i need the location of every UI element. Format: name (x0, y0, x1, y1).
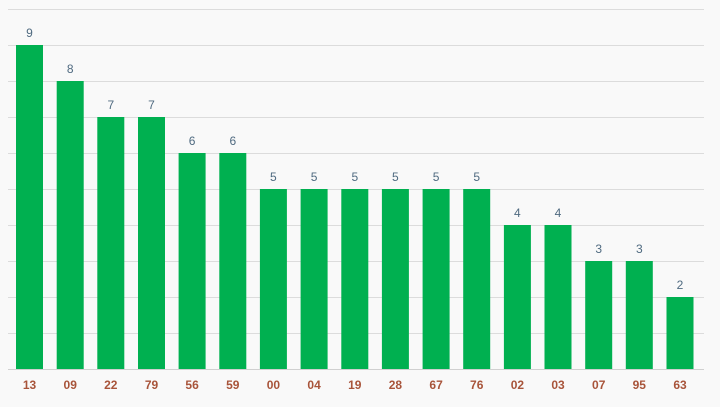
category-label-02: 02 (511, 378, 525, 392)
bar-28 (381, 189, 409, 369)
value-label-76: 5 (473, 170, 480, 184)
bar-63 (666, 297, 694, 369)
bar-00 (259, 189, 287, 369)
category-label-03: 03 (551, 378, 565, 392)
category-label-13: 13 (23, 378, 37, 392)
category-label-63: 63 (673, 378, 687, 392)
value-labels: 9 8 7 7 6 6 5 5 5 5 5 5 4 4 3 3 2 (26, 26, 684, 292)
value-label-02: 4 (514, 206, 521, 220)
bar-76 (463, 189, 491, 369)
category-label-07: 07 (592, 378, 606, 392)
category-label-09: 09 (64, 378, 78, 392)
value-label-19: 5 (351, 170, 358, 184)
value-label-00: 5 (270, 170, 277, 184)
bar-13 (16, 45, 43, 369)
bar-04 (300, 189, 328, 369)
category-label-79: 79 (145, 378, 159, 392)
value-label-13: 9 (26, 26, 33, 40)
value-label-22: 7 (107, 98, 114, 112)
value-label-07: 3 (595, 242, 602, 256)
bar-03 (544, 225, 572, 369)
bar-22 (97, 117, 125, 369)
bar-02 (503, 225, 531, 369)
bar-19 (341, 189, 369, 369)
bar-56 (178, 153, 206, 369)
category-label-19: 19 (348, 378, 362, 392)
value-label-04: 5 (311, 170, 318, 184)
category-label-67: 67 (429, 378, 443, 392)
category-labels: 13 09 22 79 56 59 00 04 19 28 67 76 02 03 07 95 63 (23, 378, 687, 392)
category-label-76: 76 (470, 378, 484, 392)
value-label-56: 6 (189, 134, 196, 148)
bar-09 (56, 81, 84, 369)
category-label-95: 95 (633, 378, 647, 392)
bar-79 (138, 117, 165, 369)
value-label-67: 5 (433, 170, 440, 184)
category-label-56: 56 (185, 378, 199, 392)
bar-07 (585, 261, 613, 369)
bars (16, 45, 694, 369)
category-label-00: 00 (267, 378, 281, 392)
bar-67 (422, 189, 450, 369)
bar-59 (219, 153, 247, 369)
value-label-95: 3 (636, 242, 643, 256)
value-label-03: 4 (555, 206, 562, 220)
category-label-28: 28 (389, 378, 403, 392)
value-label-59: 6 (229, 134, 236, 148)
category-label-59: 59 (226, 378, 240, 392)
value-label-79: 7 (148, 98, 155, 112)
bar-95 (625, 261, 653, 369)
value-label-28: 5 (392, 170, 399, 184)
category-label-04: 04 (307, 378, 321, 392)
value-label-63: 2 (677, 278, 684, 292)
category-label-22: 22 (104, 378, 118, 392)
value-label-09: 8 (67, 62, 74, 76)
